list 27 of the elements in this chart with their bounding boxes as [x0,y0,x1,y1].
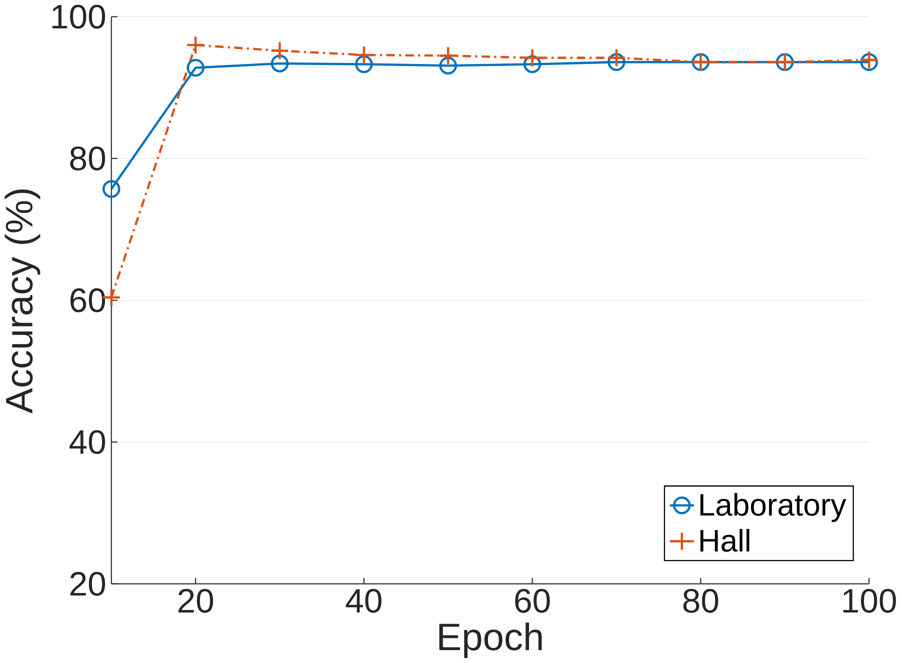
y-axis-title: Accuracy (%) [4,190,40,414]
point [102,180,120,198]
point [438,46,458,66]
x-tick-label: 100 [843,589,896,613]
point [439,56,458,75]
y-tick-label: 20 [70,572,106,596]
point [354,46,374,65]
y-tick-label: 80 [70,146,106,171]
legend-label: Hall [700,529,750,552]
point [608,53,626,72]
x-axis-title: Epoch [439,622,542,658]
point [270,41,290,60]
legend-label: Laboratory [700,493,846,522]
y-tick-label: 100 [52,4,106,29]
point [522,48,542,68]
point [606,48,626,68]
x-tick-label: 40 [346,589,382,613]
point [270,54,289,73]
y-tick-label: 60 [70,288,106,312]
y-tick-label: 40 [70,430,106,454]
point [355,55,373,74]
point [186,36,206,55]
point [186,58,204,77]
x-tick-label: 60 [515,589,550,613]
x-tick-label: 20 [178,589,214,613]
x-tick-label: 80 [683,589,718,613]
point [523,55,542,74]
